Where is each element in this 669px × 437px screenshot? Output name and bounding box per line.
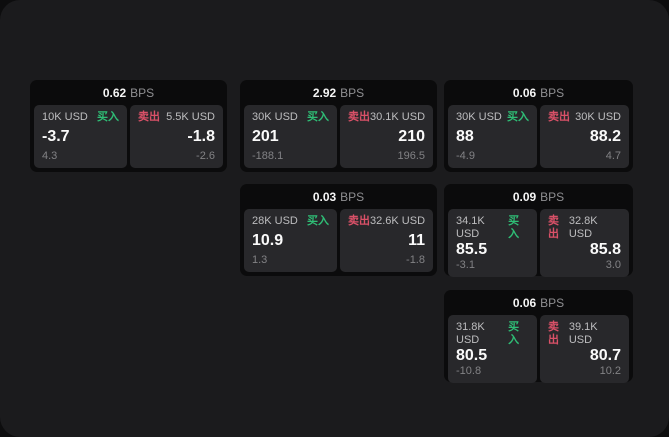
bps-value: 0.09 (512, 189, 537, 204)
sell-side-label: 卖出 (548, 215, 559, 240)
sell-amount: 32.6K USD (369, 215, 426, 227)
bps-value: 0.06 (512, 85, 537, 100)
buy-amount: 28K USD (252, 215, 298, 227)
bps-value: 0.62 (102, 85, 127, 100)
bps-header: 0.09 BPS (448, 184, 629, 209)
sell-panel[interactable]: 卖出 30.1K USD 210 196.5 (340, 105, 433, 168)
sell-panel[interactable]: 卖出 32.8K USD 85.8 3.0 (540, 209, 629, 277)
sell-price: 210 (398, 128, 425, 145)
quote-card-1: 0.62 BPS 10K USD 买入 -3.7 4.3 卖出 5.5K USD… (30, 80, 227, 172)
sell-price: 85.8 (589, 241, 621, 258)
quote-panels: 31.8K USD 买入 80.5 -10.8 卖出 39.1K USD 80.… (448, 315, 629, 383)
buy-panel[interactable]: 34.1K USD 买入 85.5 -3.1 (448, 209, 537, 277)
quote-panels: 28K USD 买入 10.9 1.3 卖出 32.6K USD 11 -1.8 (244, 209, 433, 272)
buy-amount: 30K USD (252, 111, 298, 123)
buy-price: 10.9 (252, 232, 284, 249)
buy-amount: 34.1K USD (456, 215, 485, 240)
sell-panel[interactable]: 卖出 39.1K USD 80.7 10.2 (540, 315, 629, 383)
buy-amount: 10K USD (42, 111, 88, 123)
sell-side-label: 卖出 (348, 215, 370, 227)
buy-delta: -10.8 (456, 365, 482, 377)
buy-side-label: 买入 (307, 111, 329, 123)
quote-card-6: 0.06 BPS 31.8K USD 买入 80.5 -10.8 卖出 39.1… (444, 290, 633, 383)
bps-header: 0.06 BPS (448, 290, 629, 315)
sell-delta: 196.5 (397, 150, 425, 162)
sell-delta: -1.8 (406, 254, 425, 266)
sell-panel[interactable]: 卖出 5.5K USD -1.8 -2.6 (130, 105, 223, 168)
buy-price: 80.5 (456, 347, 488, 364)
buy-price: -3.7 (42, 128, 70, 145)
sell-panel[interactable]: 卖出 30K USD 88.2 4.7 (540, 105, 629, 168)
buy-price: 85.5 (456, 241, 488, 258)
buy-panel[interactable]: 28K USD 买入 10.9 1.3 (244, 209, 337, 272)
bps-unit-label: BPS (540, 189, 565, 204)
bps-value: 2.92 (312, 85, 337, 100)
bps-unit-label: BPS (340, 189, 365, 204)
sell-panel[interactable]: 卖出 32.6K USD 11 -1.8 (340, 209, 433, 272)
bps-value: 0.03 (312, 189, 337, 204)
quote-panels: 30K USD 买入 88 -4.9 卖出 30K USD 88.2 4.7 (448, 105, 629, 168)
buy-side-label: 买入 (508, 321, 520, 346)
buy-side-label: 买入 (508, 215, 520, 240)
buy-price: 88 (456, 128, 474, 145)
bps-value: 0.06 (512, 295, 537, 310)
buy-panel[interactable]: 30K USD 买入 201 -188.1 (244, 105, 337, 168)
buy-side-label: 买入 (507, 111, 529, 123)
bps-header: 0.62 BPS (34, 80, 223, 105)
buy-delta: 1.3 (252, 254, 268, 266)
buy-panel[interactable]: 30K USD 买入 88 -4.9 (448, 105, 537, 168)
sell-amount: 30.1K USD (369, 111, 426, 123)
quote-panels: 10K USD 买入 -3.7 4.3 卖出 5.5K USD -1.8 -2.… (34, 105, 223, 168)
sell-amount: 39.1K USD (568, 321, 598, 346)
bps-unit-label: BPS (340, 85, 365, 100)
sell-side-label: 卖出 (348, 111, 370, 123)
sell-price: 80.7 (589, 347, 621, 364)
sell-price: 88.2 (589, 128, 621, 145)
quote-card-2: 2.92 BPS 30K USD 买入 201 -188.1 卖出 30.1K … (240, 80, 437, 172)
sell-side-label: 卖出 (548, 111, 570, 123)
buy-panel[interactable]: 10K USD 买入 -3.7 4.3 (34, 105, 127, 168)
buy-side-label: 买入 (307, 215, 329, 227)
bps-unit-label: BPS (130, 85, 155, 100)
buy-delta: -4.9 (456, 150, 475, 162)
sell-side-label: 卖出 (548, 321, 559, 346)
sell-delta: 4.7 (605, 150, 621, 162)
bps-header: 0.03 BPS (244, 184, 433, 209)
quote-card-3: 0.06 BPS 30K USD 买入 88 -4.9 卖出 30K USD 8… (444, 80, 633, 172)
sell-amount: 5.5K USD (166, 111, 215, 123)
sell-side-label: 卖出 (138, 111, 160, 123)
buy-delta: -3.1 (456, 259, 475, 271)
quote-panels: 34.1K USD 买入 85.5 -3.1 卖出 32.8K USD 85.8… (448, 209, 629, 277)
buy-delta: 4.3 (42, 150, 58, 162)
sell-price: 11 (408, 232, 425, 249)
buy-amount: 31.8K USD (456, 321, 485, 346)
sell-delta: 10.2 (599, 365, 621, 377)
quote-panels: 30K USD 买入 201 -188.1 卖出 30.1K USD 210 1… (244, 105, 433, 168)
sell-price: -1.8 (187, 128, 215, 145)
quote-card-4: 0.03 BPS 28K USD 买入 10.9 1.3 卖出 32.6K US… (240, 184, 437, 276)
buy-delta: -188.1 (252, 150, 284, 162)
bps-header: 0.06 BPS (448, 80, 629, 105)
bps-unit-label: BPS (540, 295, 565, 310)
sell-delta: -2.6 (196, 150, 215, 162)
sell-delta: 3.0 (605, 259, 621, 271)
sell-amount: 32.8K USD (568, 215, 598, 240)
buy-panel[interactable]: 31.8K USD 买入 80.5 -10.8 (448, 315, 537, 383)
buy-amount: 30K USD (456, 111, 502, 123)
bps-unit-label: BPS (540, 85, 565, 100)
buy-price: 201 (252, 128, 279, 145)
sell-amount: 30K USD (575, 111, 621, 123)
bps-header: 2.92 BPS (244, 80, 433, 105)
buy-side-label: 买入 (97, 111, 119, 123)
quote-card-5: 0.09 BPS 34.1K USD 买入 85.5 -3.1 卖出 32.8K… (444, 184, 633, 277)
